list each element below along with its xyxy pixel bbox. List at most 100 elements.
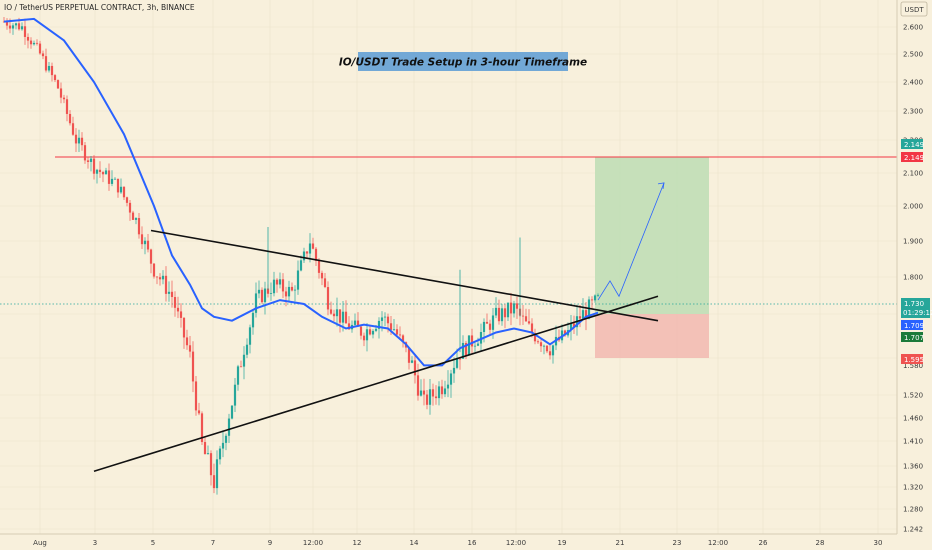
time-tick-label: 5	[151, 539, 155, 547]
candle-body	[128, 202, 132, 213]
candle-body	[317, 260, 321, 273]
upper-trendline[interactable]	[150, 229, 659, 322]
candle-body	[269, 293, 273, 294]
candle-body	[521, 315, 525, 317]
candle-body	[29, 40, 33, 45]
price-tick-label: 1.280	[903, 506, 923, 514]
price-tick-label: 1.360	[903, 463, 923, 471]
candles-group	[2, 17, 600, 495]
price-tick-label: 1.460	[903, 415, 923, 423]
candle-body	[572, 323, 576, 328]
time-tick-label: 12:00	[303, 539, 323, 547]
candle-body	[311, 243, 315, 249]
candle-body	[365, 329, 369, 341]
candle-body	[188, 345, 192, 352]
candle-body	[515, 303, 519, 309]
candle-body	[185, 337, 189, 346]
profit-target-zone[interactable]	[595, 157, 709, 314]
ema-price-tag	[901, 320, 923, 330]
candle-body	[182, 317, 186, 338]
candle-body	[50, 65, 54, 76]
candle-body	[380, 317, 384, 321]
candle-body	[329, 309, 333, 314]
stop-price-tag-text: 1.595	[904, 356, 924, 364]
candle-body	[458, 358, 462, 360]
candle-body	[155, 276, 159, 278]
candle-body	[278, 279, 282, 285]
candle-body	[137, 218, 141, 235]
candle-body	[449, 373, 453, 385]
candle-body	[227, 418, 231, 436]
time-tick-label: 12:00	[506, 539, 526, 547]
candle-body	[2, 21, 6, 23]
candle-body	[170, 291, 174, 298]
time-tick-label: Aug	[33, 539, 47, 547]
candle-body	[143, 240, 147, 245]
candle-body	[89, 158, 93, 162]
time-tick-label: 14	[410, 539, 419, 547]
candle-body	[167, 291, 171, 294]
candle-body	[77, 137, 81, 144]
candle-body	[296, 270, 300, 290]
candle-body	[20, 26, 24, 30]
time-tick-label: 28	[816, 539, 825, 547]
price-tick-label: 1.900	[903, 238, 923, 246]
candle-body	[341, 311, 345, 323]
price-tick-label: 2.600	[903, 24, 923, 32]
candle-body	[221, 442, 225, 449]
candle-body	[533, 333, 537, 342]
candle-body	[500, 308, 504, 322]
candle-body	[446, 384, 450, 389]
candle-body	[284, 291, 288, 297]
candle-body	[149, 249, 153, 264]
candle-body	[200, 413, 204, 443]
candle-body	[176, 307, 180, 312]
candle-body	[83, 145, 87, 161]
candle-body	[107, 170, 111, 184]
candle-body	[209, 453, 213, 476]
price-tick-label: 2.400	[903, 79, 923, 87]
candle-body	[407, 347, 411, 363]
candle-body	[173, 297, 177, 308]
projection-arrow[interactable]	[597, 182, 665, 301]
ema-line[interactable]	[3, 17, 599, 367]
candle-body	[164, 275, 168, 294]
candle-body	[248, 327, 252, 345]
annotation-box	[358, 52, 568, 71]
candle-body	[332, 313, 336, 317]
candle-body	[125, 197, 129, 203]
time-axis[interactable]	[0, 534, 932, 550]
candle-body	[488, 323, 492, 330]
candle-body	[461, 342, 465, 359]
candle-body	[476, 343, 480, 346]
candle-body	[452, 367, 456, 374]
lower-trendline[interactable]	[93, 295, 659, 473]
candle-body	[455, 358, 459, 368]
candle-body	[71, 123, 75, 135]
candle-body	[338, 309, 342, 323]
candle-body	[74, 134, 78, 144]
stop-price-tag	[901, 354, 923, 364]
candle-body	[584, 310, 588, 319]
candle-body	[62, 97, 66, 100]
candle-body	[206, 453, 210, 455]
candle-body	[260, 289, 264, 303]
candle-body	[509, 302, 513, 314]
price-axis[interactable]	[897, 0, 932, 550]
currency-button[interactable]	[900, 1, 928, 17]
time-tick-label: 7	[211, 539, 215, 547]
candle-body	[563, 330, 567, 336]
candle-body	[290, 286, 294, 291]
candle-body	[215, 459, 219, 489]
time-tick-label: 9	[268, 539, 272, 547]
symbol-title[interactable]: IO / TetherUS PERPETUAL CONTRACT, 3h, BI…	[4, 3, 195, 12]
price-tick-label: 1.520	[903, 392, 923, 400]
candle-body	[314, 248, 318, 261]
candle-body	[146, 240, 150, 250]
candle-body	[113, 178, 117, 180]
candle-body	[428, 389, 432, 405]
stop-loss-zone[interactable]	[595, 314, 709, 358]
time-tick-label: 30	[874, 539, 883, 547]
